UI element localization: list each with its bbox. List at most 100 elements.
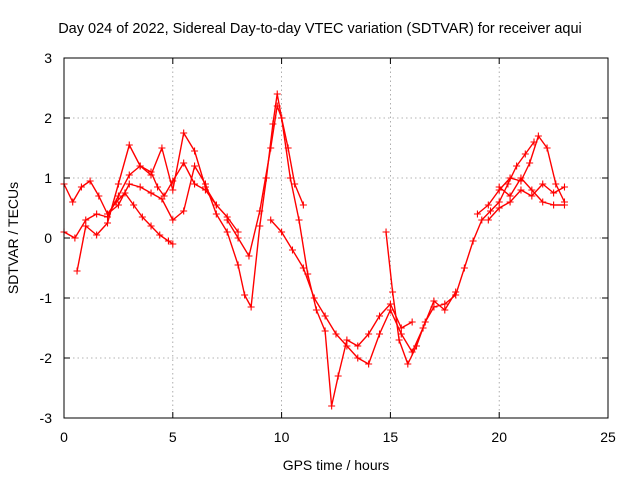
- data-point: [286, 174, 294, 182]
- data-point: [506, 174, 514, 182]
- data-point: [114, 180, 122, 188]
- data-point: [169, 216, 177, 224]
- data-series: [60, 90, 568, 410]
- data-point: [382, 228, 390, 236]
- data-point: [82, 216, 90, 224]
- data-point: [273, 102, 281, 110]
- data-point: [312, 306, 320, 314]
- data-point: [389, 288, 397, 296]
- series-satellite-track-5: [223, 102, 416, 410]
- data-point: [136, 162, 144, 170]
- data-point: [73, 267, 81, 275]
- data-point: [191, 147, 199, 155]
- data-point: [278, 228, 286, 236]
- data-point: [158, 144, 166, 152]
- data-point: [513, 162, 521, 170]
- data-point: [441, 300, 449, 308]
- data-point: [452, 291, 460, 299]
- data-point: [278, 114, 286, 122]
- y-tick-label: 2: [44, 110, 52, 126]
- data-point: [413, 342, 421, 350]
- data-point: [299, 264, 307, 272]
- data-point: [365, 360, 373, 368]
- x-axis-label: GPS time / hours: [283, 457, 390, 473]
- data-point: [191, 162, 199, 170]
- data-point: [495, 198, 503, 206]
- data-point: [191, 180, 199, 188]
- y-tick-label: -1: [40, 290, 53, 306]
- data-point: [234, 234, 242, 242]
- series-line: [487, 183, 565, 221]
- data-point: [245, 252, 253, 260]
- series-satellite-track-1: [60, 177, 177, 248]
- data-point: [125, 180, 133, 188]
- y-tick-label: 0: [44, 230, 52, 246]
- y-axis-label: SDTVAR / TECUs: [5, 182, 21, 294]
- data-point: [93, 210, 101, 218]
- data-point: [256, 222, 264, 230]
- series-satellite-track-3: [73, 129, 242, 275]
- data-point: [241, 291, 249, 299]
- data-point: [136, 183, 144, 191]
- data-point: [86, 177, 94, 185]
- data-point: [71, 234, 79, 242]
- data-point: [478, 216, 486, 224]
- data-point: [408, 318, 416, 326]
- chart-title: Day 024 of 2022, Sidereal Day-to-day VTE…: [58, 21, 582, 37]
- data-point: [291, 180, 299, 188]
- data-point: [539, 180, 547, 188]
- data-point: [212, 210, 220, 218]
- data-point: [114, 201, 122, 209]
- data-point: [430, 303, 438, 311]
- x-tick-label: 5: [169, 429, 177, 445]
- y-tick-label: 1: [44, 170, 52, 186]
- data-point: [95, 192, 103, 200]
- data-point: [354, 354, 362, 362]
- series-line: [385, 141, 535, 365]
- grid: [64, 58, 608, 418]
- data-point: [256, 207, 264, 215]
- data-point: [334, 372, 342, 380]
- data-point: [169, 186, 177, 194]
- data-point: [201, 180, 209, 188]
- series-line: [63, 162, 217, 239]
- data-point: [517, 174, 525, 182]
- data-point: [180, 129, 188, 137]
- data-point: [552, 180, 560, 188]
- data-point: [310, 294, 318, 302]
- data-point: [247, 303, 255, 311]
- x-tick-label: 15: [383, 429, 399, 445]
- data-point: [158, 195, 166, 203]
- data-point: [365, 330, 373, 338]
- data-point: [539, 198, 547, 206]
- data-point: [299, 201, 307, 209]
- data-point: [82, 222, 90, 230]
- data-point: [421, 318, 429, 326]
- data-point: [234, 261, 242, 269]
- data-point: [147, 222, 155, 230]
- data-point: [404, 360, 412, 368]
- data-point: [223, 228, 231, 236]
- data-point: [269, 120, 277, 128]
- data-point: [154, 183, 162, 191]
- data-point: [343, 336, 351, 344]
- data-point: [376, 330, 384, 338]
- data-point: [386, 300, 394, 308]
- data-point: [534, 132, 542, 140]
- data-point: [354, 342, 362, 350]
- series-satellite-track-10: [495, 174, 568, 209]
- data-point: [528, 192, 536, 200]
- data-point: [223, 216, 231, 224]
- data-point: [321, 327, 329, 335]
- data-point: [550, 201, 558, 209]
- data-point: [77, 183, 85, 191]
- data-point: [376, 312, 384, 320]
- y-tick-label: -2: [40, 350, 53, 366]
- data-point: [560, 183, 568, 191]
- data-point: [69, 198, 77, 206]
- x-tick-label: 20: [491, 429, 507, 445]
- data-point: [386, 306, 394, 314]
- data-point: [484, 216, 492, 224]
- data-point: [473, 210, 481, 218]
- data-point: [267, 144, 275, 152]
